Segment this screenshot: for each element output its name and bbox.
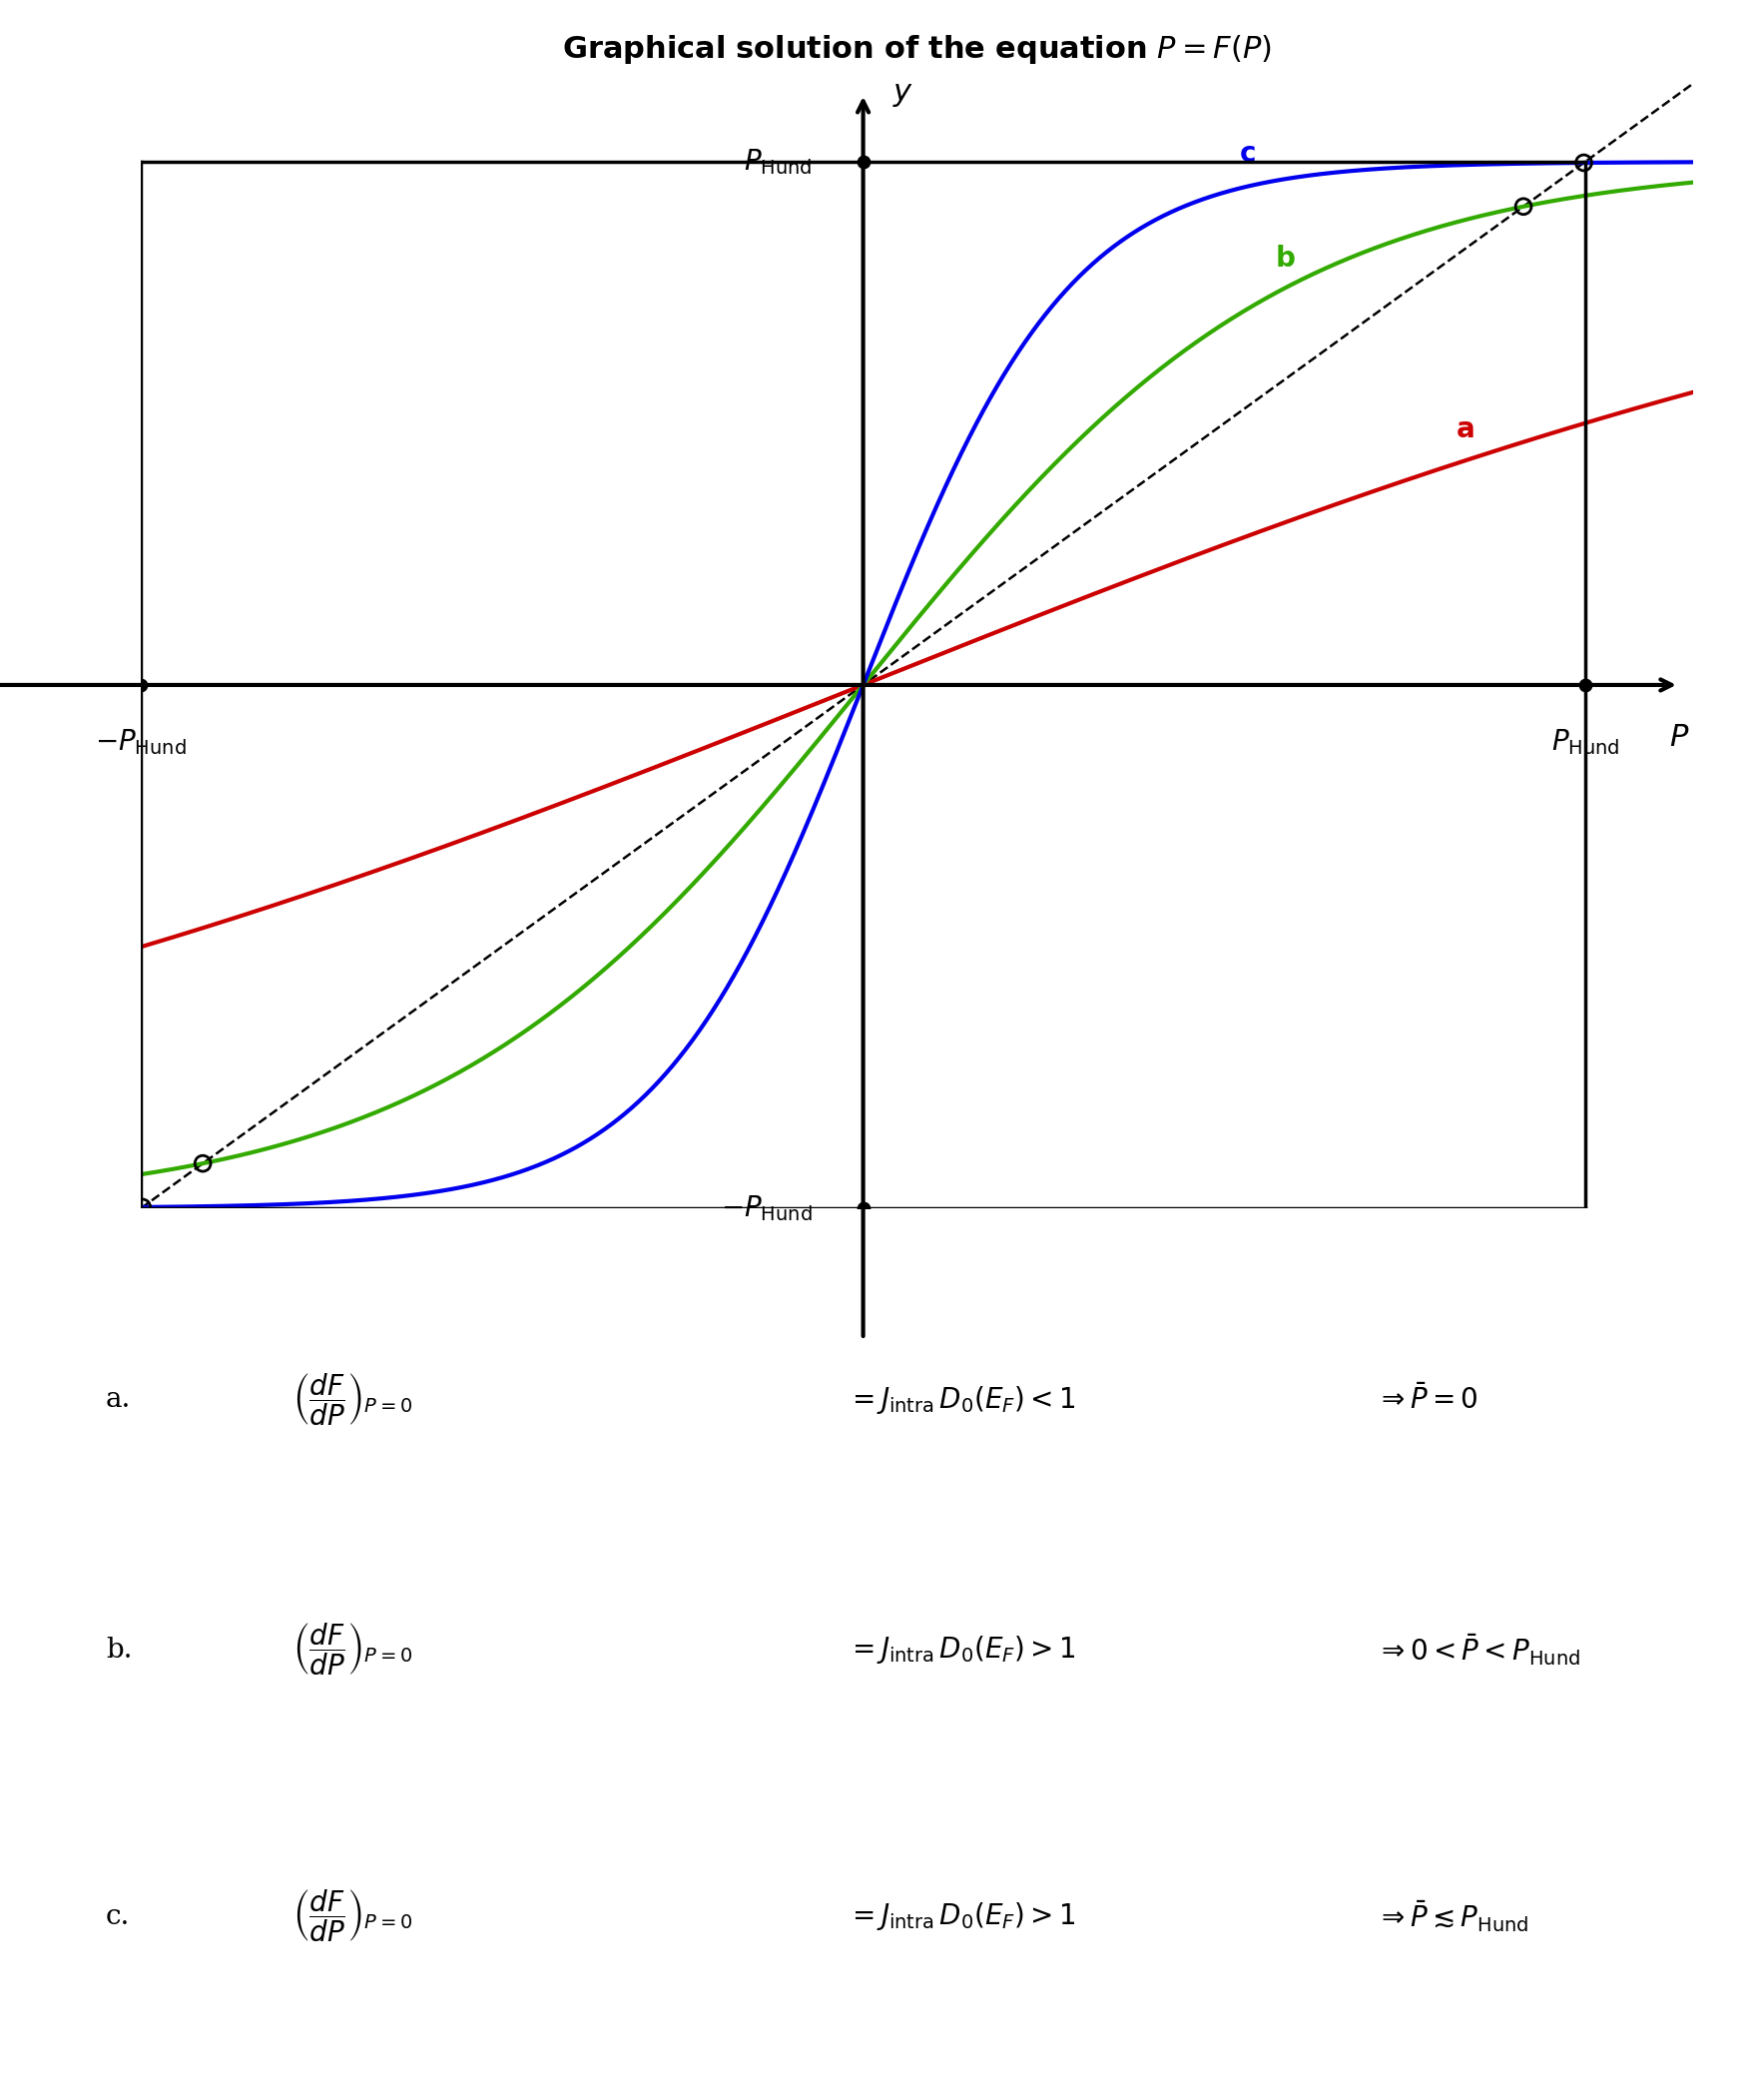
Point bbox=[848, 146, 877, 179]
Text: b.: b. bbox=[106, 1637, 132, 1662]
Text: $\left(\dfrac{dF}{dP}\right)_{P=0}$: $\left(\dfrac{dF}{dP}\right)_{P=0}$ bbox=[293, 1621, 413, 1679]
Point bbox=[1510, 190, 1538, 223]
Point bbox=[127, 669, 155, 702]
Text: $\Rightarrow \bar{P} = 0$: $\Rightarrow \bar{P} = 0$ bbox=[1376, 1385, 1478, 1414]
Point bbox=[189, 1148, 217, 1181]
Text: $P_{\rm Hund}$: $P_{\rm Hund}$ bbox=[1551, 727, 1619, 756]
Text: $\Rightarrow \bar{P} \lesssim P_{\mathrm{Hund}}$: $\Rightarrow \bar{P} \lesssim P_{\mathrm… bbox=[1376, 1900, 1529, 1933]
Point bbox=[129, 1191, 157, 1225]
Point bbox=[848, 1191, 877, 1225]
Title: $\mathbf{Graphical\ solution\ of\ the\ equation}\ P = F(P)$: $\mathbf{Graphical\ solution\ of\ the\ e… bbox=[563, 33, 1272, 67]
Point bbox=[1572, 669, 1600, 702]
Text: $= J_{\mathrm{intra}}\, D_0(E_F) < 1$: $= J_{\mathrm{intra}}\, D_0(E_F) < 1$ bbox=[847, 1383, 1076, 1416]
Text: $P$: $P$ bbox=[1669, 721, 1690, 752]
Text: $y$: $y$ bbox=[893, 79, 914, 108]
Text: $\mathbf{a}$: $\mathbf{a}$ bbox=[1455, 417, 1473, 444]
Text: $= J_{\mathrm{intra}}\, D_0(E_F) > 1$: $= J_{\mathrm{intra}}\, D_0(E_F) > 1$ bbox=[847, 1900, 1076, 1933]
Text: $-P_{\rm Hund}$: $-P_{\rm Hund}$ bbox=[721, 1194, 813, 1223]
Text: c.: c. bbox=[106, 1904, 131, 1929]
Text: $\left(\dfrac{dF}{dP}\right)_{P=0}$: $\left(\dfrac{dF}{dP}\right)_{P=0}$ bbox=[293, 1887, 413, 1946]
Text: $\mathbf{b}$: $\mathbf{b}$ bbox=[1275, 246, 1295, 273]
Text: $= J_{\mathrm{intra}}\, D_0(E_F) > 1$: $= J_{\mathrm{intra}}\, D_0(E_F) > 1$ bbox=[847, 1633, 1076, 1666]
Text: $\left(\dfrac{dF}{dP}\right)_{P=0}$: $\left(\dfrac{dF}{dP}\right)_{P=0}$ bbox=[293, 1371, 413, 1429]
Text: $-P_{\rm Hund}$: $-P_{\rm Hund}$ bbox=[95, 727, 187, 756]
Point bbox=[1570, 146, 1598, 179]
Text: $\Rightarrow 0 < \bar{P} < P_{\mathrm{Hund}}$: $\Rightarrow 0 < \bar{P} < P_{\mathrm{Hu… bbox=[1376, 1633, 1581, 1666]
Text: $\mathbf{c}$: $\mathbf{c}$ bbox=[1238, 142, 1256, 167]
Text: a.: a. bbox=[106, 1387, 131, 1412]
Text: $P_{\rm Hund}$: $P_{\rm Hund}$ bbox=[744, 148, 813, 177]
